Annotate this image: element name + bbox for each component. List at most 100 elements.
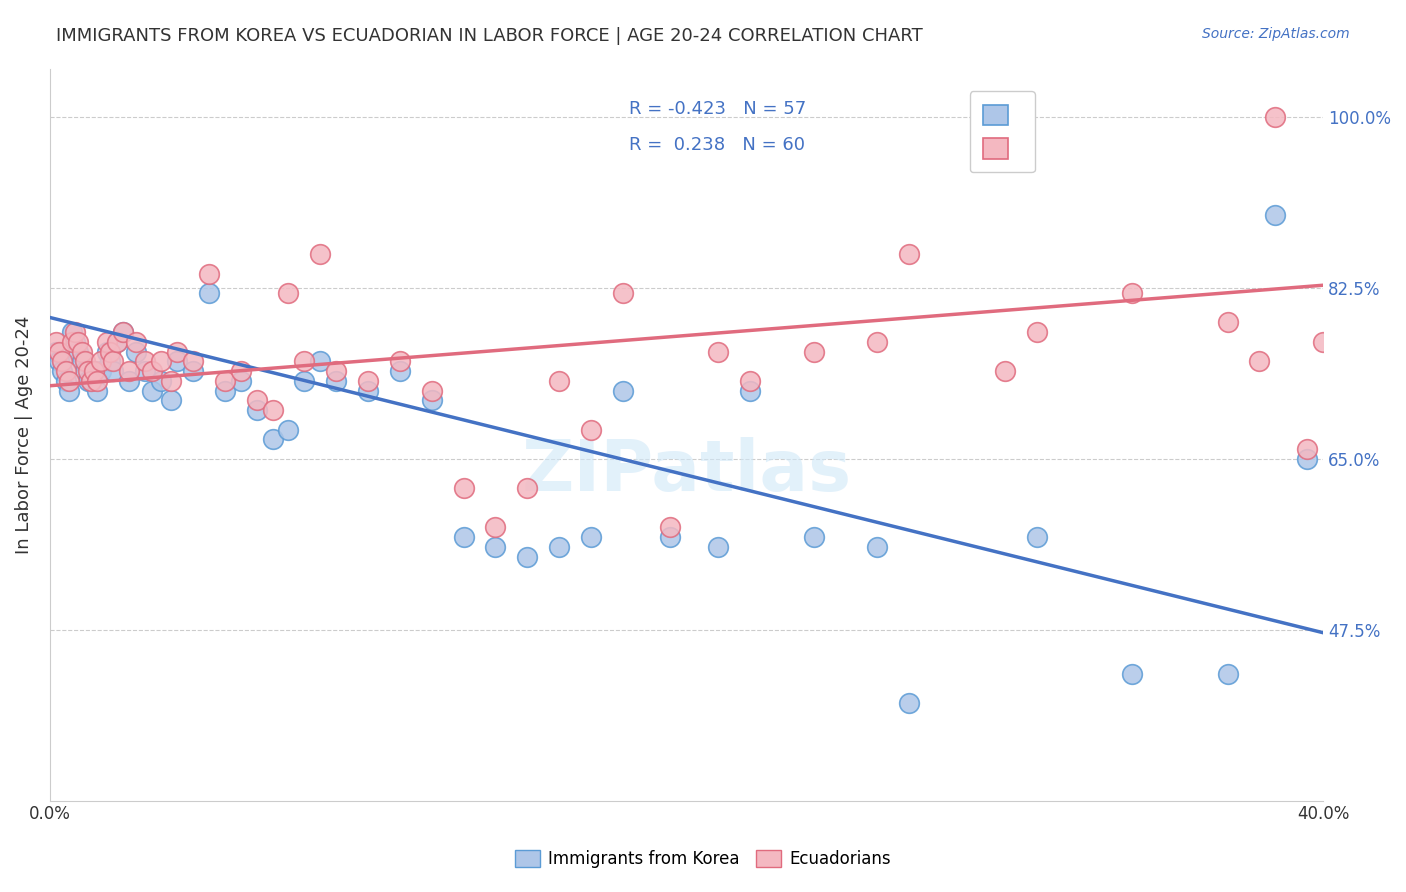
Point [516, 549, 538, 564]
Point [579, 530, 602, 544]
Point [141, 364, 163, 378]
Point [453, 530, 475, 544]
Point [86, 374, 108, 388]
Point [90, 354, 112, 368]
Point [118, 364, 141, 378]
Point [159, 393, 181, 408]
Point [1264, 111, 1286, 125]
Text: ZIPatlas: ZIPatlas [522, 437, 852, 506]
Point [1121, 286, 1143, 301]
Point [150, 374, 173, 388]
Point [612, 384, 634, 398]
Point [111, 325, 134, 339]
Point [484, 520, 506, 534]
Point [1296, 452, 1319, 467]
Point [1216, 315, 1239, 329]
Point [55, 374, 77, 388]
Point [262, 403, 284, 417]
Point [548, 540, 571, 554]
Point [1025, 325, 1047, 339]
Point [214, 374, 236, 388]
Point [325, 364, 347, 378]
Point [388, 364, 411, 378]
Point [111, 325, 134, 339]
Point [67, 344, 90, 359]
Point [60, 325, 83, 339]
Point [70, 354, 93, 368]
Y-axis label: In Labor Force | Age 20-24: In Labor Force | Age 20-24 [15, 316, 32, 554]
Point [198, 267, 221, 281]
Point [309, 354, 332, 368]
Point [738, 374, 761, 388]
Point [80, 374, 103, 388]
Point [246, 393, 269, 408]
Text: IMMIGRANTS FROM KOREA VS ECUADORIAN IN LABOR FORCE | AGE 20-24 CORRELATION CHART: IMMIGRANTS FROM KOREA VS ECUADORIAN IN L… [56, 27, 922, 45]
Point [1216, 666, 1239, 681]
Point [73, 354, 96, 368]
Point [579, 423, 602, 437]
Point [70, 344, 93, 359]
Point [898, 247, 921, 261]
Point [229, 364, 252, 378]
Point [548, 374, 571, 388]
Point [803, 344, 825, 359]
Point [105, 334, 128, 349]
Point [76, 364, 98, 378]
Point [83, 364, 105, 378]
Point [98, 354, 121, 368]
Point [1249, 354, 1271, 368]
Point [134, 364, 156, 378]
Point [58, 374, 80, 388]
Point [181, 354, 204, 368]
Point [659, 520, 682, 534]
Point [420, 384, 443, 398]
Point [124, 334, 146, 349]
Point [141, 384, 163, 398]
Point [58, 384, 80, 398]
Point [246, 403, 269, 417]
Point [388, 354, 411, 368]
Point [159, 374, 181, 388]
Point [105, 334, 128, 349]
Point [51, 364, 73, 378]
Point [86, 384, 108, 398]
Point [277, 423, 299, 437]
Point [453, 481, 475, 495]
Point [994, 364, 1017, 378]
Point [325, 374, 347, 388]
Point [659, 530, 682, 544]
Point [866, 540, 889, 554]
Point [124, 344, 146, 359]
Point [45, 344, 67, 359]
Point [738, 384, 761, 398]
Point [292, 354, 315, 368]
Point [309, 247, 332, 261]
Point [60, 334, 83, 349]
Legend: Immigrants from Korea, Ecuadorians: Immigrants from Korea, Ecuadorians [508, 843, 898, 875]
Point [63, 325, 86, 339]
Point [76, 374, 98, 388]
Point [229, 374, 252, 388]
Point [73, 364, 96, 378]
Point [898, 696, 921, 710]
Point [803, 530, 825, 544]
Point [214, 384, 236, 398]
Legend: , : , [970, 92, 1035, 172]
Point [1121, 666, 1143, 681]
Point [96, 334, 118, 349]
Point [612, 286, 634, 301]
Point [420, 393, 443, 408]
Point [1264, 208, 1286, 222]
Point [48, 354, 70, 368]
Point [1312, 334, 1334, 349]
Point [166, 344, 188, 359]
Point [55, 364, 77, 378]
Text: R = -0.423   N = 57: R = -0.423 N = 57 [628, 100, 807, 118]
Point [98, 344, 121, 359]
Point [292, 374, 315, 388]
Point [83, 364, 105, 378]
Point [262, 433, 284, 447]
Point [198, 286, 221, 301]
Point [96, 344, 118, 359]
Point [707, 540, 730, 554]
